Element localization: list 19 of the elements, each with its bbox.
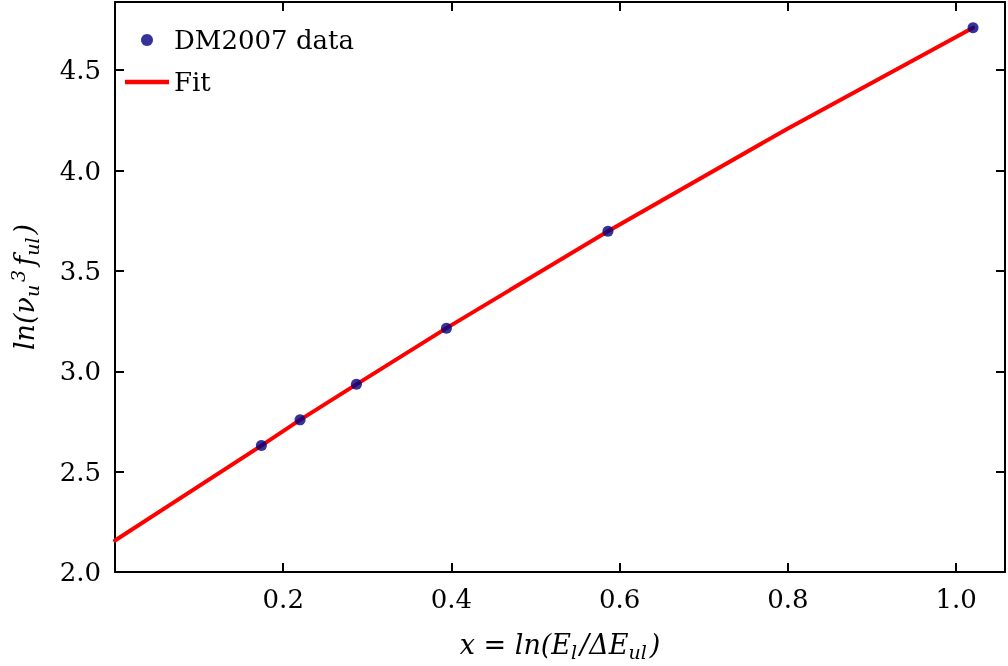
x-tick-label: 1.0 (935, 584, 977, 614)
point (967, 22, 979, 34)
legend-label: Fit (174, 67, 212, 97)
point (255, 440, 267, 452)
point (602, 225, 614, 237)
y-tick-label: 3.0 (59, 356, 101, 387)
x-tick-label: 0.2 (262, 584, 304, 614)
y-tick-label: 4.0 (59, 155, 101, 186)
y-tick-label: 2.0 (59, 557, 101, 587)
y-tick-label: 3.5 (59, 255, 101, 286)
y-tick-label: 4.5 (59, 55, 101, 86)
y-tick-label: 2.5 (59, 456, 101, 487)
x-tick-label: 0.8 (767, 584, 809, 614)
x-tick-label: 0.4 (430, 584, 473, 614)
point (350, 378, 362, 390)
point (294, 414, 306, 426)
x-tick-label: 0.6 (599, 584, 641, 614)
legend-label: DM2007 data (174, 25, 354, 55)
point (440, 322, 452, 334)
